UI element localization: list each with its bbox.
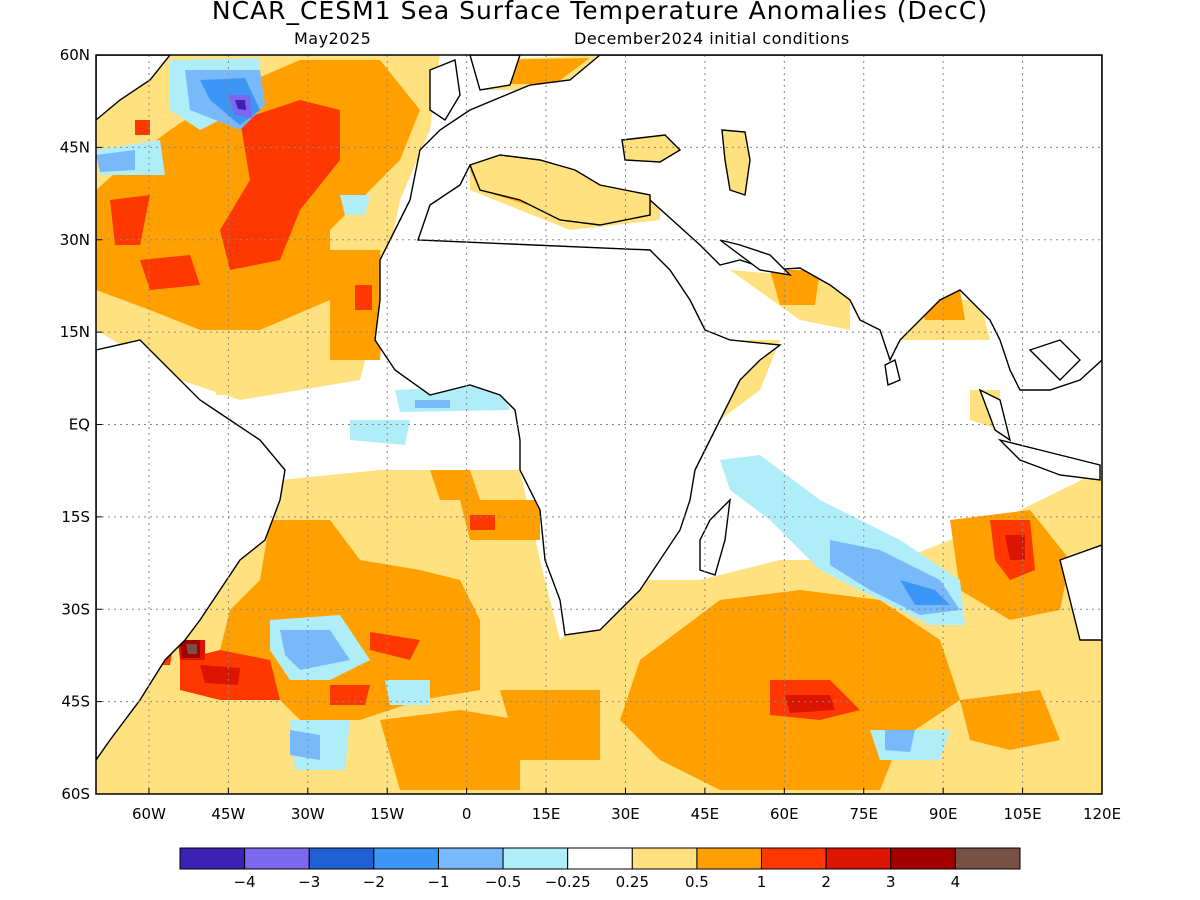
australia <box>1059 544 1102 641</box>
lat-tick-label: EQ <box>69 416 90 434</box>
colorbar-label: 4 <box>951 873 961 891</box>
lon-tick-label: 15E <box>532 805 561 823</box>
colorbar-swatch <box>696 847 763 870</box>
colorbar-label: −0.5 <box>485 873 521 891</box>
colorbar-labels: −4 −3 −2 −1 −0.5 −0.25 0.25 0.5 1 2 3 4 <box>234 873 961 891</box>
colorbar-swatch <box>502 847 569 870</box>
lat-tick-label: 15N <box>60 323 90 341</box>
colorbar-label: −2 <box>363 873 385 891</box>
south-america <box>96 339 286 762</box>
lon-tick-label: 30W <box>291 805 325 823</box>
forecast-month: May2025 <box>294 29 372 48</box>
lat-tick-label: 45S <box>61 693 90 711</box>
lon-tick-label: 15W <box>370 805 404 823</box>
colorbar-swatch <box>761 847 827 870</box>
north-america <box>96 55 171 121</box>
anomaly-max-positive <box>186 644 197 654</box>
lon-tick-label: 45W <box>211 805 245 823</box>
colorbar-swatch <box>890 847 956 870</box>
axis-ticks <box>96 54 1103 795</box>
colorbar-label: 1 <box>757 873 767 891</box>
lon-tick-label: 60W <box>132 805 166 823</box>
colorbar-label: −1 <box>427 873 449 891</box>
lon-tick-label: 45E <box>691 805 720 823</box>
madagascar <box>699 498 731 576</box>
latitude-labels: 60N 45N 30N 15N EQ 15S 30S 45S 60S <box>60 46 90 803</box>
colorbar-swatch <box>631 847 698 870</box>
lat-tick-label: 60N <box>60 46 90 64</box>
lon-tick-label: 60E <box>770 805 799 823</box>
colorbar-label: −3 <box>298 873 320 891</box>
colorbar-swatch <box>954 847 1021 870</box>
lon-tick-label: 90E <box>929 805 958 823</box>
colorbar <box>179 847 1021 870</box>
initial-conditions: December2024 initial conditions <box>574 29 850 48</box>
colorbar-label: −4 <box>234 873 256 891</box>
map-title: NCAR_CESM1 Sea Surface Temperature Anoma… <box>211 0 989 25</box>
colorbar-label: 3 <box>886 873 896 891</box>
lat-tick-label: 45N <box>60 138 90 156</box>
lat-tick-label: 60S <box>61 785 90 803</box>
colorbar-swatch <box>308 847 375 870</box>
colorbar-swatch <box>244 847 310 870</box>
colorbar-label: 2 <box>821 873 831 891</box>
lat-tick-label: 15S <box>61 508 90 526</box>
lon-tick-label: 30E <box>611 805 640 823</box>
lat-tick-label: 30S <box>61 600 90 618</box>
colorbar-swatch <box>567 847 633 870</box>
colorbar-swatch <box>825 847 892 870</box>
colorbar-swatch <box>179 847 246 870</box>
anomaly-max-negative <box>235 100 246 110</box>
lon-tick-label: 0 <box>462 805 472 823</box>
land-masses <box>96 55 1102 762</box>
lon-tick-label: 75E <box>849 805 878 823</box>
longitude-labels: 60W 45W 30W 15W 0 15E 30E 45E 60E 75E 90E 105E 120E <box>132 805 1121 823</box>
lon-tick-label: 105E <box>1004 805 1042 823</box>
colorbar-swatch <box>373 847 439 870</box>
lat-tick-label: 30N <box>60 231 90 249</box>
colorbar-label: 0.25 <box>616 873 649 891</box>
colorbar-swatch <box>437 847 504 870</box>
colorbar-label: 0.5 <box>685 873 709 891</box>
colorbar-label: −0.25 <box>545 873 591 891</box>
lon-tick-label: 120E <box>1083 805 1121 823</box>
